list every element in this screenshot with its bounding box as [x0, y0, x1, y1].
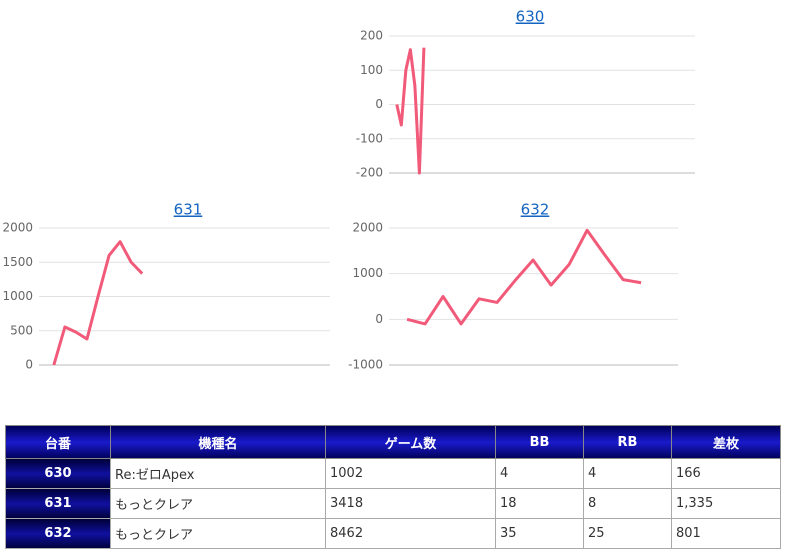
table-cell: 35	[495, 518, 584, 549]
table-cell: 18	[495, 488, 584, 519]
charts: 630-200-10001002006310500100015002000632…	[2, 8, 695, 372]
column-header: ゲーム数	[325, 425, 496, 459]
table-cell: 1002	[325, 458, 496, 489]
table-cell: 8462	[325, 518, 496, 549]
y-tick-label: 2000	[352, 221, 383, 235]
y-tick-label: 200	[360, 29, 383, 43]
chart-title[interactable]: 630	[516, 8, 545, 26]
chart-title[interactable]: 632	[521, 201, 550, 219]
data-line	[52, 240, 144, 366]
result-table: 台番 機種名 ゲーム数 BB RB 差枚 630 Re:ゼロApex 1002 4 4 166 631…	[5, 425, 781, 549]
table-row: 630 Re:ゼロApex 1002 4 4 166	[5, 458, 781, 489]
y-tick-label: 100	[360, 63, 383, 77]
table-cell: 801	[671, 518, 781, 549]
data-line	[395, 47, 426, 175]
y-tick-label: -1000	[348, 358, 383, 372]
column-header: 差枚	[671, 425, 781, 459]
table-cell: 25	[583, 518, 672, 549]
data-line	[406, 228, 642, 326]
column-header: 台番	[5, 425, 111, 459]
y-tick-label: -100	[356, 131, 383, 145]
table-cell: 166	[671, 458, 781, 489]
y-tick-label: 0	[375, 312, 383, 326]
table-row: 632 もっとクレア 8462 35 25 801	[5, 518, 781, 549]
table-cell: もっとクレア	[110, 518, 326, 549]
column-header: BB	[495, 425, 584, 459]
y-tick-label: 1500	[2, 255, 33, 269]
table-cell: もっとクレア	[110, 488, 326, 519]
table-cell: Re:ゼロApex	[110, 458, 326, 489]
y-tick-label: 500	[10, 323, 33, 337]
y-tick-label: -200	[356, 166, 383, 180]
y-tick-label: 1000	[2, 289, 33, 303]
row-id: 631	[5, 488, 111, 519]
table-cell: 1,335	[671, 488, 781, 519]
table-cell: 3418	[325, 488, 496, 519]
table-cell: 4	[583, 458, 672, 489]
header-row: 台番 機種名 ゲーム数 BB RB 差枚	[5, 425, 781, 459]
row-id: 632	[5, 518, 111, 549]
row-id: 630	[5, 458, 111, 489]
table-row: 631 もっとクレア 3418 18 8 1,335	[5, 488, 781, 519]
y-tick-label: 0	[375, 97, 383, 111]
table-cell: 8	[583, 488, 672, 519]
column-header: 機種名	[110, 425, 326, 459]
y-tick-label: 2000	[2, 221, 33, 235]
y-tick-label: 1000	[352, 266, 383, 280]
column-header: RB	[583, 425, 672, 459]
y-tick-label: 0	[25, 358, 33, 372]
chart-title[interactable]: 631	[174, 201, 203, 219]
table-cell: 4	[495, 458, 584, 489]
